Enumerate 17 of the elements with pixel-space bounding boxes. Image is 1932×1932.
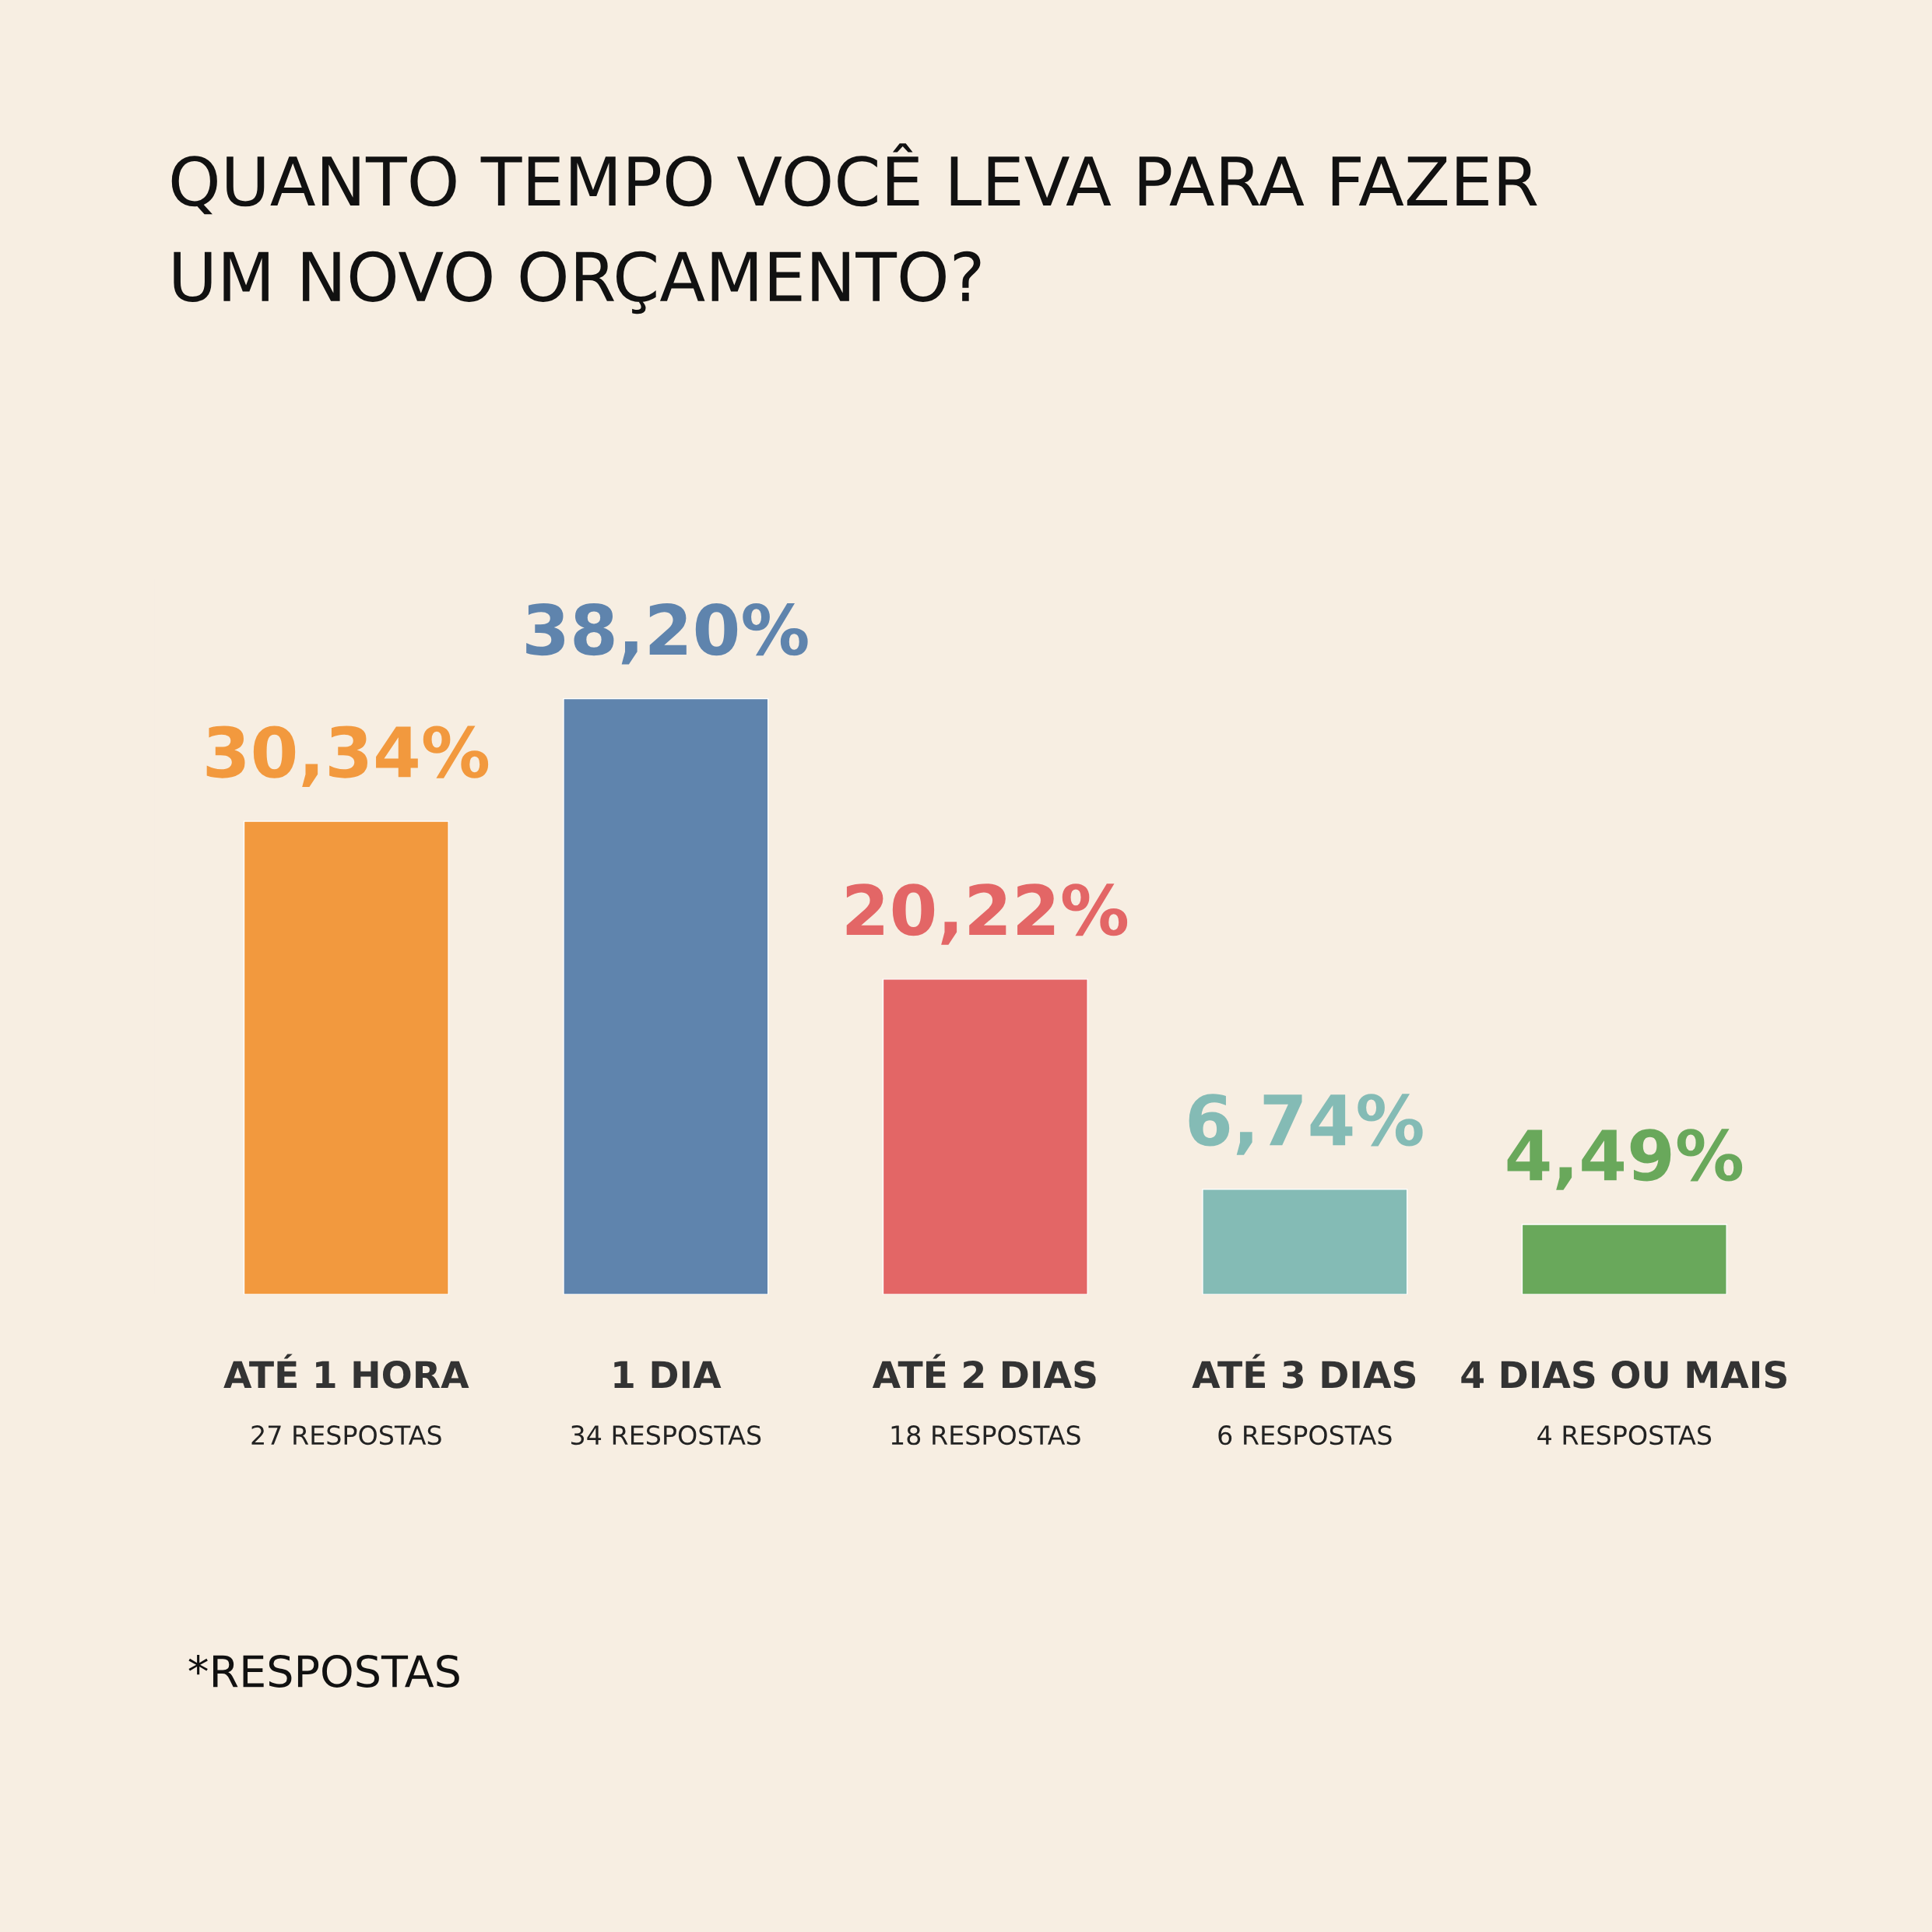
- x-tick-label: 4 DIAS OU MAIS 4 RESPOSTAS: [1461, 1361, 1786, 1445]
- bar: [1521, 1224, 1727, 1294]
- data-label: 6,74%: [1189, 1094, 1423, 1155]
- data-label: 30,34%: [206, 725, 489, 787]
- bar: [882, 978, 1088, 1294]
- data-label: 20,22%: [846, 883, 1128, 945]
- bar: [243, 820, 449, 1294]
- bar: [1202, 1189, 1408, 1294]
- x-tick-label: ATÉ 2 DIAS 18 RESPOSTAS: [872, 1354, 1096, 1445]
- data-label: 38,20%: [526, 602, 808, 665]
- x-tick-label: 1 DIA 34 RESPOSTAS: [571, 1361, 761, 1445]
- text: *RESPOSTAS: [188, 1654, 459, 1688]
- chart-title: QUANTO TEMPO VOCÊ LEVA PARA FAZER UM NOVO ORÇAMENTO?: [171, 143, 1537, 314]
- x-tick-label: ATÉ 1 HORA 27 RESPOSTAS: [223, 1354, 469, 1445]
- x-tick-label: ATÉ 3 DIAS 6 RESPOSTAS: [1192, 1354, 1416, 1445]
- bar: [563, 697, 769, 1294]
- data-label: 4,49%: [1507, 1129, 1743, 1190]
